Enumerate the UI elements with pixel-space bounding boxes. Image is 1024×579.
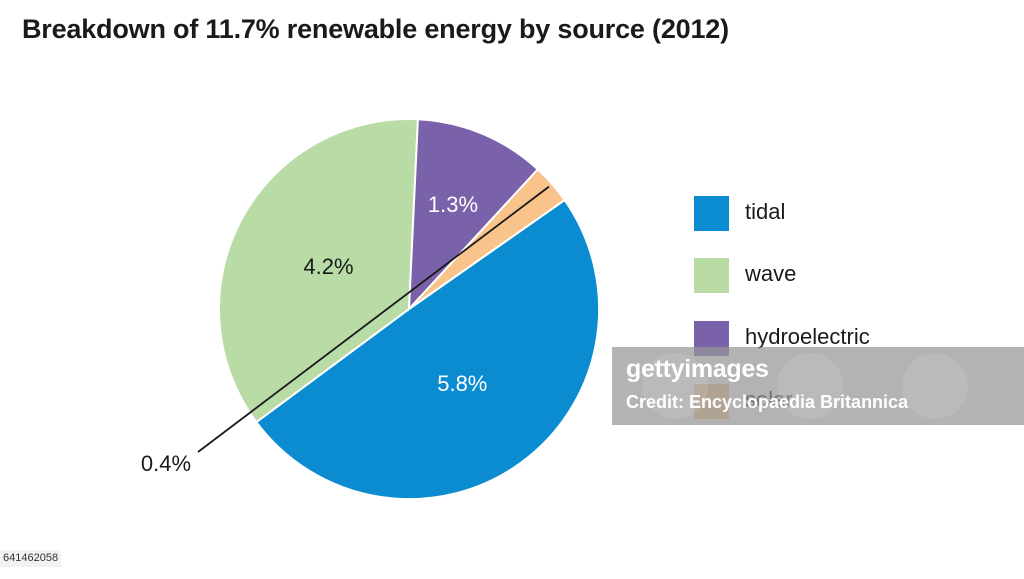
legend-label-wave: wave <box>745 261 797 286</box>
slice-label-tidal: 5.8% <box>437 371 487 396</box>
getty-logo: gettyimages <box>626 355 769 383</box>
pie-slice-hydroelectric <box>407 118 540 312</box>
image-id-badge: 641462058 <box>0 550 62 567</box>
pie-slice-tidal <box>254 198 601 501</box>
legend-swatch-tidal <box>694 196 729 231</box>
watermark-circle <box>902 353 968 419</box>
leader-line-solar <box>197 185 550 453</box>
legend-label-tidal: tidal <box>745 199 786 224</box>
chart-title: Breakdown of 11.7% renewable energy by s… <box>22 14 729 44</box>
getty-watermark: gettyimages Credit: Encyclopaedia Britan… <box>612 347 1024 425</box>
watermark-circle <box>777 353 843 419</box>
pie-slice-wave <box>218 118 419 424</box>
slice-label-solar: 0.4% <box>141 451 191 476</box>
legend-label-hydroelectric: hydroelectric <box>745 324 870 349</box>
legend-swatch-wave <box>694 258 729 293</box>
slice-label-hydroelectric: 1.3% <box>428 192 478 217</box>
slice-label-wave: 4.2% <box>303 254 353 279</box>
watermark-credit: Credit: Encyclopaedia Britannica <box>626 392 909 412</box>
watermark-circle <box>642 353 708 419</box>
